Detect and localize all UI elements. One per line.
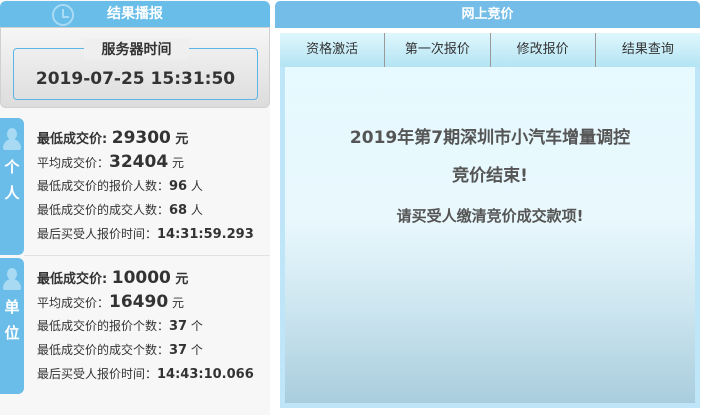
row-text: 32404 [109, 152, 169, 172]
row-text: 人 [187, 203, 203, 217]
row-text: 最低成交价的成交人数： [37, 203, 170, 217]
auction-ended-text: 竞价结束! [452, 166, 528, 186]
row-text: 最低成交价的报价个数： [37, 319, 170, 333]
result-panel-header: 结果播报 [0, 1, 270, 27]
auction-title: 2019年第7期深圳市小汽车增量调控 [349, 128, 631, 148]
row-text: 个 [187, 319, 203, 333]
row-text: 68 [169, 203, 188, 218]
row-text: 元 [168, 156, 184, 170]
server-time-frame: 服务器时间 2019-07-25 15:31:50 [13, 39, 258, 100]
bid-count-row: 最低成交价的报价人数：96 人 [37, 174, 254, 198]
row-text: 元 [168, 296, 184, 310]
personal-section: 个 人 最低成交价: 29300 元 平均成交价：32404 元 最低成交价的报… [0, 118, 270, 255]
row-text: 个 [187, 343, 203, 357]
row-text: 最后买受人报价时间： [37, 367, 158, 381]
section-divider [24, 255, 270, 256]
refresh-clock-icon [52, 4, 74, 26]
bidding-content: 2019年第7期深圳市小汽车增量调控 竞价结束! 请买受人缴清竞价成交款项! [280, 67, 700, 408]
row-text: 平均成交价： [37, 156, 110, 170]
row-text: 元 [170, 132, 189, 147]
tab-char: 单 [4, 298, 20, 316]
bid-count-row: 最低成交价的报价个数：37 个 [37, 314, 254, 338]
tab-char: 个 [4, 158, 20, 176]
last-bid-time-row: 最后买受人报价时间：14:43:10.066 [37, 362, 254, 386]
tab-char: 人 [4, 184, 20, 202]
result-panel-title: 结果播报 [107, 6, 163, 22]
tab-first-bid[interactable]: 第一次报价 [385, 33, 491, 67]
row-text: 29300 [111, 128, 171, 148]
lowest-price-row: 最低成交价: 10000 元 [37, 266, 254, 290]
row-text: 最低成交价的成交个数： [37, 343, 170, 357]
row-text: 10000 [111, 268, 171, 288]
server-time-box: 服务器时间 2019-07-25 15:31:50 [0, 27, 270, 108]
row-text: 人 [187, 179, 203, 193]
tab-char: 位 [4, 324, 20, 342]
average-price-row: 平均成交价：32404 元 [37, 150, 254, 174]
server-time-value: 2019-07-25 15:31:50 [35, 69, 236, 89]
group-icon [3, 266, 21, 294]
row-text: 37 [169, 343, 188, 358]
last-bid-time-row: 最后买受人报价时间：14:31:59.293 [37, 222, 254, 246]
result-panel: 结果播报 服务器时间 2019-07-25 15:31:50 个 人 最低成交价… [0, 0, 270, 415]
person-icon [3, 126, 21, 154]
row-text: 16490 [109, 292, 169, 312]
row-text: 14:43:10.066 [157, 367, 254, 382]
row-text: 37 [169, 319, 188, 334]
server-time-label: 服务器时间 [84, 39, 189, 59]
row-text: 元 [170, 272, 189, 287]
unit-section: 单 位 最低成交价: 10000 元 平均成交价：16490 元 最低成交价的报… [0, 258, 270, 394]
deal-count-row: 最低成交价的成交人数：68 人 [37, 198, 254, 222]
row-text: 平均成交价： [37, 296, 110, 310]
deal-count-row: 最低成交价的成交个数：37 个 [37, 338, 254, 362]
lowest-price-row: 最低成交价: 29300 元 [37, 126, 254, 150]
tab-modify-bid[interactable]: 修改报价 [490, 33, 596, 67]
online-bidding-panel: 网上竞价 资格激活 第一次报价 修改报价 结果查询 2019年第7期深圳市小汽车… [275, 0, 703, 415]
row-text: 最低成交价: [37, 132, 112, 147]
row-text: 最低成交价的报价人数： [37, 179, 170, 193]
tab-qualification-activation[interactable]: 资格激活 [280, 33, 386, 67]
bidding-tabs: 资格激活 第一次报价 修改报价 结果查询 [280, 33, 700, 67]
unit-tab: 单 位 [0, 258, 24, 394]
personal-tab: 个 人 [0, 118, 24, 255]
online-bidding-header: 网上竞价 [275, 1, 700, 28]
row-text: 96 [169, 179, 188, 194]
row-text: 最后买受人报价时间： [37, 227, 158, 241]
tab-result-query[interactable]: 结果查询 [595, 33, 700, 67]
average-price-row: 平均成交价：16490 元 [37, 290, 254, 314]
row-text: 14:31:59.293 [157, 227, 254, 242]
row-text: 最低成交价: [37, 272, 112, 287]
payment-notice: 请买受人缴清竞价成交款项! [396, 207, 584, 225]
